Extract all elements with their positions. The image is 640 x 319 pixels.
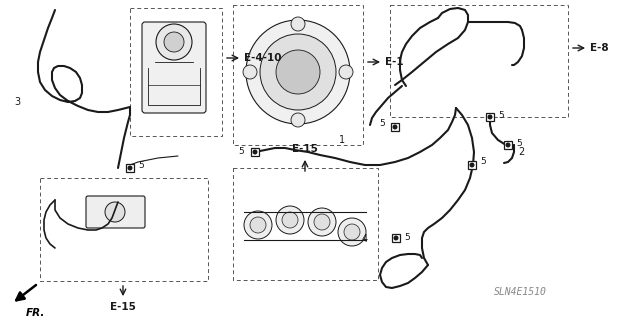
Circle shape xyxy=(338,218,366,246)
Circle shape xyxy=(282,212,298,228)
Circle shape xyxy=(291,113,305,127)
Circle shape xyxy=(156,24,192,60)
Text: 5: 5 xyxy=(404,234,410,242)
Bar xyxy=(130,8,222,136)
Circle shape xyxy=(291,17,305,31)
Circle shape xyxy=(488,115,493,120)
Bar xyxy=(233,168,378,280)
Circle shape xyxy=(394,235,399,241)
Circle shape xyxy=(253,150,257,154)
Text: 5: 5 xyxy=(138,160,144,169)
Text: 5: 5 xyxy=(380,120,385,129)
Circle shape xyxy=(314,214,330,230)
Text: FR.: FR. xyxy=(26,308,45,318)
Text: 2: 2 xyxy=(518,147,524,157)
FancyBboxPatch shape xyxy=(86,196,145,228)
Bar xyxy=(126,164,134,172)
Text: E-4-10: E-4-10 xyxy=(244,53,282,63)
Text: 1: 1 xyxy=(339,135,345,145)
Text: E-1: E-1 xyxy=(385,57,404,67)
Circle shape xyxy=(344,224,360,240)
Bar xyxy=(468,161,476,169)
Circle shape xyxy=(308,208,336,236)
Text: 5: 5 xyxy=(238,147,244,157)
Bar xyxy=(251,148,259,156)
FancyBboxPatch shape xyxy=(142,22,206,113)
Circle shape xyxy=(506,143,511,147)
Text: 3: 3 xyxy=(14,97,20,107)
Circle shape xyxy=(339,65,353,79)
Bar xyxy=(40,178,208,281)
Text: 5: 5 xyxy=(480,158,486,167)
Text: SLN4E1510: SLN4E1510 xyxy=(493,287,547,297)
Bar xyxy=(390,5,568,117)
Text: 5: 5 xyxy=(516,138,522,147)
Circle shape xyxy=(250,217,266,233)
Text: 4: 4 xyxy=(362,234,368,244)
Circle shape xyxy=(244,211,272,239)
Circle shape xyxy=(164,32,184,52)
Bar xyxy=(504,141,512,149)
Text: E-15: E-15 xyxy=(110,302,136,312)
Circle shape xyxy=(105,202,125,222)
Bar xyxy=(486,113,494,121)
Bar xyxy=(392,234,400,242)
Text: E-15: E-15 xyxy=(292,144,318,154)
Text: 5: 5 xyxy=(498,110,504,120)
Circle shape xyxy=(243,65,257,79)
Circle shape xyxy=(392,124,397,130)
Bar xyxy=(391,123,399,131)
Circle shape xyxy=(276,206,304,234)
Circle shape xyxy=(276,50,320,94)
Text: E-8: E-8 xyxy=(590,43,609,53)
Circle shape xyxy=(246,20,350,124)
Circle shape xyxy=(470,162,474,167)
Bar xyxy=(233,5,363,145)
Circle shape xyxy=(260,34,336,110)
Circle shape xyxy=(127,166,132,170)
